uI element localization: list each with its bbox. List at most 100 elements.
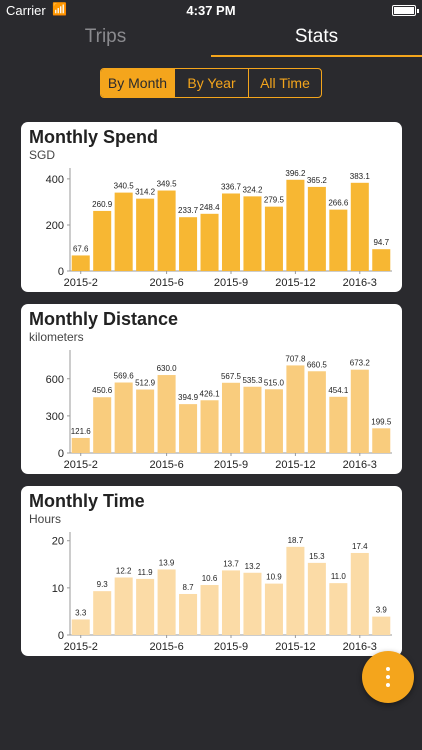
bar <box>71 437 90 453</box>
bar <box>329 209 348 271</box>
bar <box>243 196 262 271</box>
segment-all-time[interactable]: All Time <box>260 75 310 91</box>
segment-by-month[interactable]: By Month <box>101 69 175 97</box>
bar <box>243 386 262 453</box>
y-tick-label: 20 <box>52 536 64 548</box>
bar <box>93 397 112 453</box>
data-label: 567.5 <box>221 372 242 381</box>
bar <box>157 375 176 453</box>
bar <box>307 371 326 453</box>
data-label: 11.9 <box>138 568 154 577</box>
x-tick-label: 2016-3 <box>343 641 377 653</box>
data-label: 17.4 <box>352 542 368 551</box>
bar <box>372 249 391 271</box>
data-label: 12.2 <box>116 566 132 575</box>
bar <box>286 365 305 453</box>
x-tick-label: 2015-12 <box>275 459 315 471</box>
active-tab-indicator <box>211 55 422 57</box>
bar <box>329 583 348 635</box>
x-tick-label: 2015-2 <box>64 641 98 653</box>
chart-title: Monthly Distance <box>29 309 179 329</box>
status-time: 4:37 PM <box>186 3 236 18</box>
data-label: 233.7 <box>178 206 199 215</box>
bar <box>372 428 391 453</box>
bar <box>286 546 305 635</box>
y-tick-label: 600 <box>46 374 64 386</box>
y-tick-label: 0 <box>58 266 64 278</box>
data-label: 94.7 <box>373 238 389 247</box>
bar <box>350 369 369 453</box>
bar <box>71 255 90 271</box>
more-options-button[interactable] <box>362 651 414 703</box>
bar <box>71 619 90 635</box>
y-tick-label: 0 <box>58 630 64 642</box>
bar <box>350 552 369 635</box>
y-tick-label: 400 <box>46 174 64 186</box>
data-label: 199.5 <box>371 417 392 426</box>
bar <box>157 190 176 271</box>
y-tick-label: 200 <box>46 220 64 232</box>
bar <box>93 210 112 271</box>
bar <box>307 186 326 271</box>
data-label: 450.6 <box>92 386 113 395</box>
x-tick-label: 2015-6 <box>149 641 183 653</box>
data-label: 630.0 <box>157 364 178 373</box>
y-tick-label: 300 <box>46 411 64 423</box>
bar <box>264 206 283 271</box>
bar <box>221 193 241 271</box>
data-label: 569.6 <box>114 372 135 381</box>
x-tick-label: 2015-9 <box>214 277 248 289</box>
segment-by-year[interactable]: By Year <box>175 69 249 97</box>
data-label: 707.8 <box>285 354 306 363</box>
data-label: 349.5 <box>157 180 178 189</box>
bar <box>114 382 133 453</box>
x-tick-label: 2015-9 <box>214 641 248 653</box>
data-label: 121.6 <box>71 427 92 436</box>
chart-title: Monthly Spend <box>29 127 158 147</box>
carrier-label: Carrier <box>6 3 46 18</box>
top-tab-bar: Trips Stats <box>0 20 422 58</box>
wifi-icon: 📶 <box>52 2 67 16</box>
tab-trips[interactable]: Trips <box>84 26 127 47</box>
data-label: 248.4 <box>200 203 221 212</box>
x-tick-label: 2015-12 <box>275 277 315 289</box>
bar <box>179 593 198 635</box>
bar <box>200 585 219 635</box>
data-label: 15.3 <box>309 552 325 561</box>
battery-icon <box>392 5 419 16</box>
bar <box>136 389 155 453</box>
data-label: 18.7 <box>288 536 304 545</box>
bar <box>221 570 241 635</box>
data-label: 314.2 <box>135 188 156 197</box>
bar <box>114 192 133 271</box>
bar <box>114 577 133 635</box>
data-label: 512.9 <box>135 379 156 388</box>
bar <box>286 179 305 271</box>
data-label: 8.7 <box>183 583 195 592</box>
chart-subtitle: kilometers <box>29 330 84 344</box>
x-tick-label: 2015-12 <box>275 641 315 653</box>
bar <box>243 572 262 635</box>
data-label: 13.2 <box>245 562 261 571</box>
y-tick-label: 10 <box>52 583 64 595</box>
x-tick-label: 2015-6 <box>149 459 183 471</box>
data-label: 394.9 <box>178 393 199 402</box>
bar <box>200 400 219 453</box>
bar <box>136 578 155 635</box>
data-label: 535.3 <box>242 376 263 385</box>
data-label: 10.9 <box>266 573 282 582</box>
chart-title: Monthly Time <box>29 491 145 511</box>
data-label: 3.9 <box>376 606 388 615</box>
x-tick-label: 2015-2 <box>64 459 98 471</box>
bar <box>350 182 369 271</box>
data-label: 11.0 <box>331 572 347 581</box>
data-label: 13.7 <box>223 559 239 568</box>
bar <box>329 396 348 453</box>
data-label: 660.5 <box>307 360 328 369</box>
bar <box>221 382 241 453</box>
bar <box>200 213 219 271</box>
data-label: 279.5 <box>264 196 285 205</box>
data-label: 673.2 <box>350 359 371 368</box>
tab-stats[interactable]: Stats <box>294 26 339 47</box>
